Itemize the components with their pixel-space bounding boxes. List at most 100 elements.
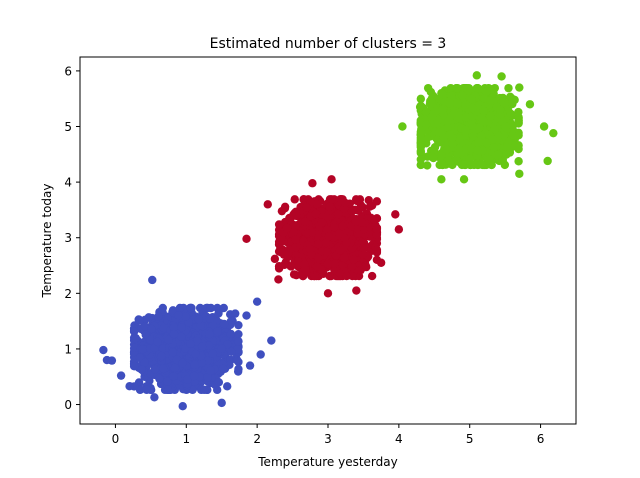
- cluster-2-point: [484, 155, 494, 164]
- cluster-0-point: [226, 329, 236, 339]
- cluster-2-point: [490, 125, 499, 134]
- cluster-0-point: [141, 330, 150, 340]
- cluster-1-point: [280, 204, 290, 213]
- y-tick-label: 4: [64, 176, 72, 190]
- cluster-2-point: [415, 102, 425, 112]
- cluster-0-point: [183, 375, 192, 384]
- y-tick-label: 5: [64, 120, 72, 134]
- cluster-0-point: [116, 371, 126, 380]
- cluster-2-point: [543, 156, 552, 166]
- cluster-2-point: [416, 155, 426, 164]
- cluster-1-point: [311, 209, 321, 219]
- cluster-1-point: [339, 253, 349, 263]
- cluster-2-point: [475, 123, 484, 133]
- cluster-2-point: [449, 109, 459, 118]
- cluster-1-point: [372, 224, 382, 234]
- cluster-0-point: [204, 341, 213, 350]
- cluster-1-point: [323, 225, 332, 235]
- cluster-1-point: [330, 222, 339, 232]
- cluster-2-point: [437, 175, 446, 184]
- cluster-1-point: [358, 250, 368, 259]
- cluster-2-point: [465, 154, 475, 163]
- cluster-1-point: [276, 248, 286, 257]
- cluster-2-point: [448, 139, 458, 149]
- cluster-2-point: [489, 143, 499, 152]
- cluster-1-point: [314, 253, 323, 263]
- cluster-0-point: [217, 344, 226, 353]
- cluster-0-point: [129, 327, 139, 336]
- cluster-2-point: [525, 100, 535, 109]
- cluster-0-point: [208, 321, 218, 330]
- cluster-2-point: [481, 87, 491, 97]
- cluster-1-point: [352, 286, 361, 295]
- cluster-1-point: [335, 229, 344, 238]
- cluster-0-point: [227, 347, 236, 357]
- cluster-1-point: [290, 195, 299, 204]
- cluster-0-point: [190, 360, 199, 369]
- cluster-1-point: [283, 249, 293, 258]
- cluster-1-point: [325, 271, 334, 281]
- x-axis-ticks: 0 1 2 3 4 5 6: [112, 424, 544, 446]
- cluster-2-point: [416, 94, 426, 104]
- cluster-0-point: [159, 323, 169, 333]
- cluster-1-point: [367, 201, 377, 210]
- cluster-0-point: [138, 344, 148, 354]
- cluster-1-point: [307, 228, 317, 237]
- cluster-0-point: [223, 382, 232, 391]
- cluster-0-point: [181, 312, 190, 321]
- cluster-2-point: [445, 98, 455, 108]
- cluster-0-point: [169, 323, 178, 332]
- cluster-2-point: [438, 105, 447, 115]
- cluster-2-point: [479, 106, 488, 116]
- cluster-1-point: [300, 260, 309, 269]
- cluster-0-point: [206, 366, 215, 375]
- cluster-0-point: [214, 309, 223, 318]
- cluster-2-point: [496, 105, 505, 114]
- y-tick-label: 1: [64, 342, 72, 356]
- cluster-0-point: [129, 362, 139, 371]
- cluster-2-point: [468, 103, 477, 113]
- cluster-0-point: [214, 378, 224, 387]
- cluster-0-point: [194, 315, 204, 324]
- cluster-2-point: [453, 99, 462, 108]
- cluster-0-point: [164, 335, 174, 345]
- cluster-2-point: [427, 112, 437, 122]
- cluster-1-point: [299, 195, 309, 204]
- cluster-1-point: [327, 175, 336, 184]
- cluster-0-point: [169, 329, 179, 339]
- cluster-0-point: [131, 333, 140, 343]
- cluster-1-point: [349, 255, 358, 264]
- chart-title: Estimated number of clusters = 3: [210, 36, 447, 52]
- cluster-0-point: [192, 336, 202, 346]
- cluster-0-point: [168, 306, 178, 315]
- cluster-0-point: [135, 316, 145, 325]
- cluster-1-point: [338, 221, 347, 231]
- cluster-2-point: [437, 159, 446, 168]
- cluster-2-point: [453, 83, 462, 93]
- cluster-2-point: [472, 83, 482, 93]
- cluster-2-point: [485, 96, 495, 105]
- cluster-2-point: [539, 122, 549, 131]
- cluster-2-point: [506, 92, 515, 102]
- cluster-2-point: [508, 99, 517, 109]
- cluster-1-point: [347, 207, 357, 216]
- x-tick-label: 1: [182, 432, 190, 446]
- cluster-0-point: [245, 361, 255, 370]
- cluster-2-point: [514, 114, 523, 123]
- cluster-2-point: [429, 153, 438, 163]
- cluster-1-point: [327, 195, 336, 204]
- cluster-1-point: [372, 245, 382, 255]
- cluster-0-point: [142, 385, 151, 395]
- cluster-0-point: [226, 320, 235, 330]
- cluster-1-point: [362, 262, 371, 272]
- cluster-2-point: [416, 133, 426, 142]
- cluster-1-point: [370, 215, 379, 225]
- cluster-2-point: [478, 116, 488, 126]
- x-axis-label: Temperature yesterday: [257, 455, 397, 469]
- cluster-0-point: [219, 303, 228, 313]
- x-tick-label: 3: [324, 432, 332, 446]
- y-tick-label: 2: [64, 287, 72, 301]
- cluster-0-point: [170, 363, 180, 372]
- cluster-2-point: [504, 83, 513, 93]
- cluster-1-point: [312, 262, 322, 271]
